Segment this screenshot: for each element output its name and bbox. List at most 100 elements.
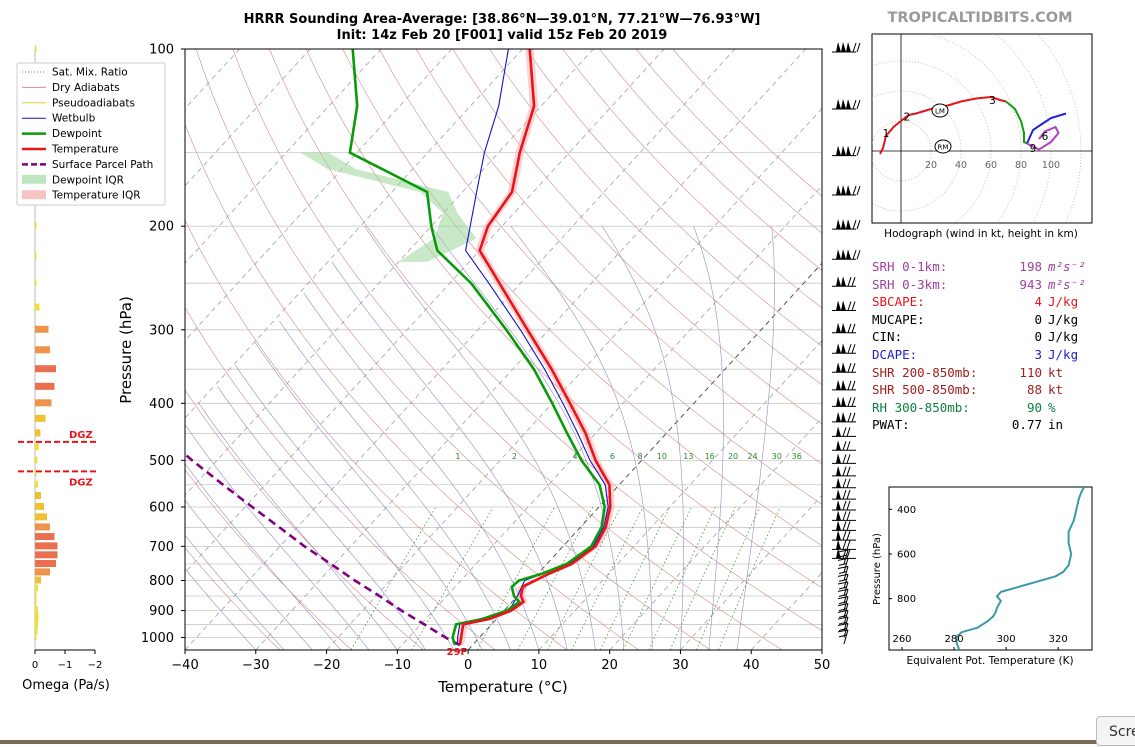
theta-e-x-tick-label: 320: [1049, 634, 1068, 645]
wind-barb-flag: [836, 530, 841, 541]
x-tick-label: 10: [531, 658, 548, 673]
omega-bar: [35, 382, 55, 390]
wind-barb-feather: [851, 397, 856, 407]
wind-barb-feather: [838, 562, 848, 566]
wind-barb-flag: [841, 42, 846, 52]
stat-label: DCAPE:: [872, 347, 918, 362]
wind-barb: [832, 530, 856, 541]
x-tick-label: 30: [672, 658, 689, 673]
legend-item: Temperature: [22, 144, 119, 156]
y-tick-label: 1000: [141, 631, 174, 646]
omega-bar: [35, 542, 58, 550]
stat-row: SHR 200-850mb: 110 kt: [872, 365, 1063, 380]
parcel-path-line: [185, 452, 461, 647]
storm-motion-label: LM: [935, 108, 945, 116]
moist-adiabat-line: [510, 226, 653, 650]
dry-adiabat-line: [452, 49, 822, 425]
wind-barb-feather: [847, 344, 852, 354]
wind-barb-feather: [852, 250, 857, 260]
wind-barb-feather: [838, 554, 848, 558]
dry-adiabat-line: [185, 469, 352, 650]
omega-bar: [35, 429, 41, 437]
y-tick-label: 300: [149, 323, 174, 338]
x-tick-label: 40: [743, 658, 760, 673]
x-tick-label: −40: [171, 658, 198, 673]
stat-value: 943: [1019, 276, 1042, 292]
mixing-ratio-label: 20: [728, 452, 738, 461]
skewt-frame: [184, 48, 823, 651]
mixing-ratio-line: [547, 506, 622, 650]
wind-barb-feather: [842, 454, 847, 464]
stat-row: CIN: 0 J/kg: [872, 329, 1078, 344]
wind-barb-flag: [841, 379, 846, 390]
stat-value: 4: [1034, 294, 1042, 310]
wind-barb: [832, 362, 856, 373]
hodograph-segment: [879, 95, 1007, 155]
wind-barb-flag: [836, 539, 841, 550]
wind-barb-feather: [856, 185, 861, 196]
omega-bar: [35, 443, 39, 451]
omega-bar: [35, 620, 38, 628]
dgz-label-top: DGZ: [69, 430, 93, 441]
mixing-ratio-label: 13: [683, 452, 693, 461]
stat-value: 3: [1034, 347, 1042, 362]
wind-barb-flag: [841, 396, 846, 407]
mixing-ratio-label: 8: [637, 452, 642, 461]
wind-barb-flag: [841, 362, 846, 373]
wind-barb-feather: [838, 601, 848, 605]
mixing-ratio-label: 6: [610, 452, 615, 461]
omega-bar: [35, 456, 38, 464]
stat-unit: in: [1048, 417, 1064, 433]
legend-swatch: [22, 174, 46, 184]
omega-bar: [35, 346, 50, 354]
wind-barb-feather: [851, 301, 856, 311]
wind-barb-flag: [846, 42, 851, 52]
omega-bar: [35, 45, 37, 52]
wind-barb-feather: [846, 454, 851, 464]
wind-barb-flag: [841, 411, 846, 422]
hodograph-ring-label: 60: [985, 160, 997, 171]
wind-barb-flag: [836, 343, 841, 354]
stat-label: SRH 0-3km:: [872, 276, 948, 292]
hodograph-height-label: 1: [883, 128, 890, 140]
wind-barb: [832, 411, 856, 423]
wind-barb-feather: [846, 500, 851, 511]
stat-label: SBCAPE:: [872, 294, 925, 310]
omega-bar: [35, 480, 38, 488]
legend-item: Pseudoadiabats: [22, 97, 135, 109]
wind-barb-feather: [838, 571, 848, 574]
wind-barb-staff: [843, 581, 849, 597]
isotherm-line: [467, 262, 822, 650]
isotherm-line: [680, 494, 822, 650]
wind-barb: [832, 396, 856, 407]
wind-barb-feather: [842, 478, 847, 488]
omega-bar: [35, 279, 37, 287]
wind-barb-flag: [841, 322, 846, 333]
mixing-ratio-line: [623, 506, 692, 650]
wind-barb-feather: [837, 623, 849, 627]
dry-adiabat-line: [562, 49, 822, 309]
wetbulb-line: [457, 49, 609, 646]
wind-barb-flag: [836, 362, 841, 373]
omega-bar: [35, 492, 41, 500]
wind-barb-feather: [842, 466, 847, 476]
stat-value: 0: [1034, 329, 1042, 345]
chart-legend: Sat. Mix. Ratio Dry Adiabats Pseudoadiabat…: [16, 62, 166, 206]
wind-barb-staff: [843, 549, 849, 565]
wind-barb-flag: [841, 300, 846, 311]
screenshot-button[interactable]: Scre: [1096, 716, 1135, 746]
wind-barb: [832, 426, 856, 437]
temperature-iqr-band: [455, 49, 615, 646]
wind-barb-flag: [836, 300, 841, 311]
wind-barb-staff: [843, 558, 849, 573]
wind-barb: [832, 145, 861, 157]
stat-value: 110: [1019, 364, 1042, 380]
isotherm-line: [185, 49, 453, 342]
wind-barb-feather: [856, 99, 861, 110]
wind-barb-flag: [841, 145, 846, 156]
moist-adiabat-line: [185, 534, 285, 650]
omega-bar: [35, 513, 47, 521]
wind-barb-feather: [856, 146, 861, 156]
wind-barb-feather: [852, 146, 857, 156]
moist-adiabat-line: [693, 226, 724, 650]
